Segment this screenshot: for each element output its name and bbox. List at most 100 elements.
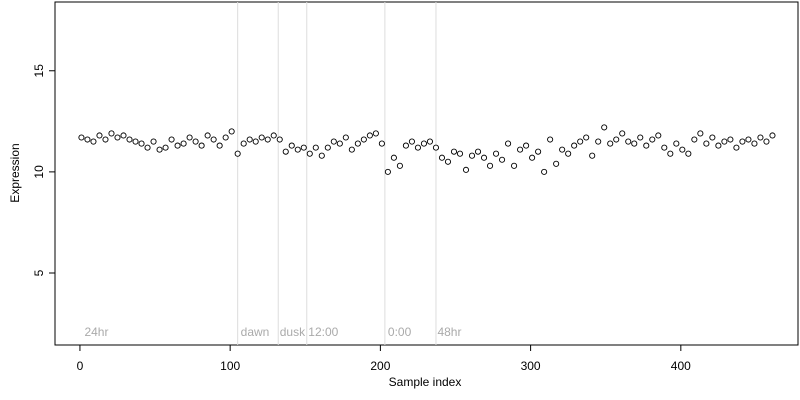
x-tick-label: 200: [370, 359, 390, 373]
point: [132, 138, 139, 145]
point: [246, 136, 253, 143]
point: [511, 162, 518, 169]
point: [234, 150, 241, 157]
point: [631, 140, 638, 147]
annotation: 12:00: [308, 325, 338, 339]
point: [198, 142, 205, 149]
point: [577, 138, 584, 145]
point: [252, 138, 259, 145]
point: [697, 130, 704, 137]
point: [174, 142, 181, 149]
point: [360, 136, 367, 143]
point: [733, 144, 740, 151]
point: [535, 148, 542, 155]
point: [601, 124, 608, 131]
point: [420, 140, 427, 147]
point: [486, 162, 494, 169]
point: [450, 148, 458, 155]
y-tick-label: 10: [32, 165, 46, 179]
point: [679, 146, 686, 153]
point: [324, 144, 331, 151]
annotation: 48hr: [437, 325, 461, 339]
point: [757, 134, 764, 141]
point: [685, 150, 692, 157]
x-tick-label: 0: [77, 359, 84, 373]
point: [529, 154, 536, 161]
point: [547, 136, 554, 143]
point: [372, 130, 379, 137]
point: [96, 132, 103, 139]
point: [150, 138, 157, 145]
point: [276, 136, 283, 143]
point: [703, 140, 710, 147]
point: [264, 136, 271, 143]
point: [474, 148, 482, 155]
point: [480, 154, 488, 161]
point: [204, 132, 211, 139]
point: [306, 150, 313, 157]
point: [625, 138, 632, 145]
point: [523, 142, 530, 149]
point: [643, 142, 650, 149]
x-tick-label: 300: [521, 359, 541, 373]
point: [541, 168, 548, 175]
point: [390, 154, 397, 161]
point: [462, 166, 470, 173]
point: [721, 138, 728, 145]
point: [336, 140, 343, 147]
point: [499, 156, 506, 163]
point: [456, 150, 464, 157]
point: [727, 136, 734, 143]
point: [126, 136, 133, 143]
point: [505, 140, 512, 147]
point: [222, 134, 229, 141]
point: [354, 140, 361, 147]
point: [637, 134, 644, 141]
point: [432, 144, 440, 151]
point: [751, 140, 758, 147]
point: [691, 136, 698, 143]
point: [90, 138, 97, 145]
point: [396, 162, 403, 169]
point: [228, 128, 235, 135]
point: [438, 154, 446, 161]
point: [294, 146, 301, 153]
point: [655, 132, 662, 139]
point: [553, 160, 560, 167]
point: [384, 168, 391, 175]
point: [366, 132, 373, 139]
point: [769, 132, 776, 139]
point: [619, 130, 626, 137]
point: [342, 134, 349, 141]
point: [120, 132, 127, 139]
point: [282, 148, 289, 155]
annotation: 24hr: [84, 325, 108, 339]
annotation: dawn: [241, 325, 270, 339]
point: [607, 140, 614, 147]
point: [102, 136, 109, 143]
point: [571, 142, 578, 149]
point: [156, 146, 163, 153]
point: [426, 138, 434, 145]
point: [444, 158, 452, 165]
point: [108, 130, 115, 137]
x-tick-label: 100: [220, 359, 240, 373]
point: [613, 136, 620, 143]
point: [192, 138, 199, 145]
point: [210, 136, 217, 143]
point: [318, 152, 325, 159]
annotation: 0:00: [388, 325, 412, 339]
point: [84, 136, 91, 143]
point: [348, 146, 355, 153]
annotation: dusk: [280, 325, 306, 339]
point: [186, 134, 193, 141]
point: [258, 134, 265, 141]
y-axis-label: Expression: [8, 143, 22, 202]
point: [589, 152, 596, 159]
point: [168, 136, 175, 143]
point: [408, 138, 415, 145]
point: [180, 140, 187, 147]
point: [402, 142, 409, 149]
point: [216, 142, 223, 149]
